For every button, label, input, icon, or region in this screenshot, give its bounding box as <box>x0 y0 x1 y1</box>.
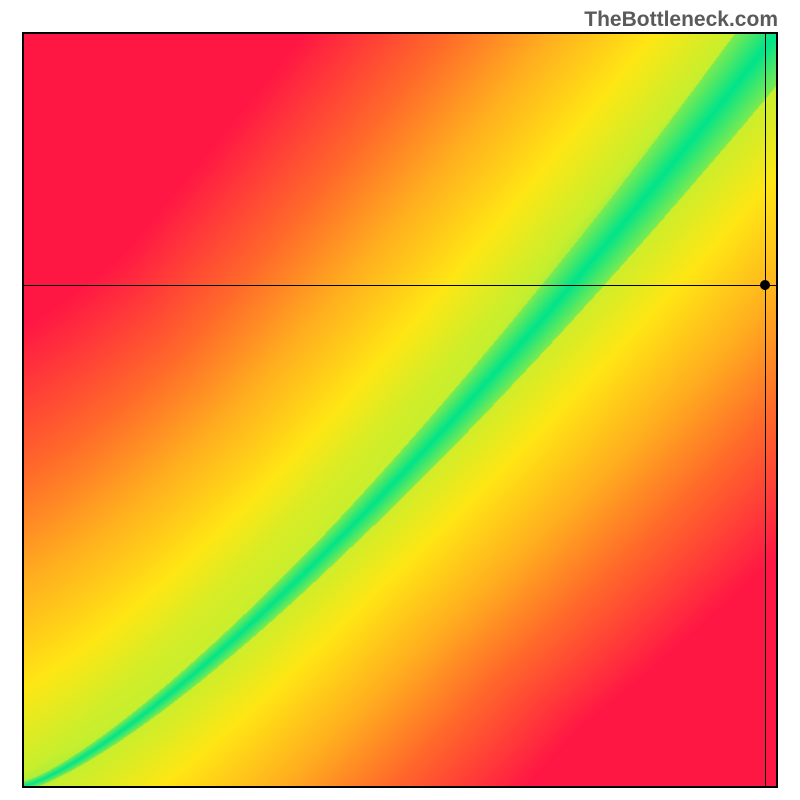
crosshair-vertical-line <box>765 34 766 786</box>
crosshair-horizontal-line <box>24 285 776 286</box>
watermark-text: TheBottleneck.com <box>584 8 778 32</box>
heatmap-canvas <box>24 34 776 786</box>
heatmap-chart <box>22 32 778 788</box>
crosshair-marker-dot <box>760 280 770 290</box>
